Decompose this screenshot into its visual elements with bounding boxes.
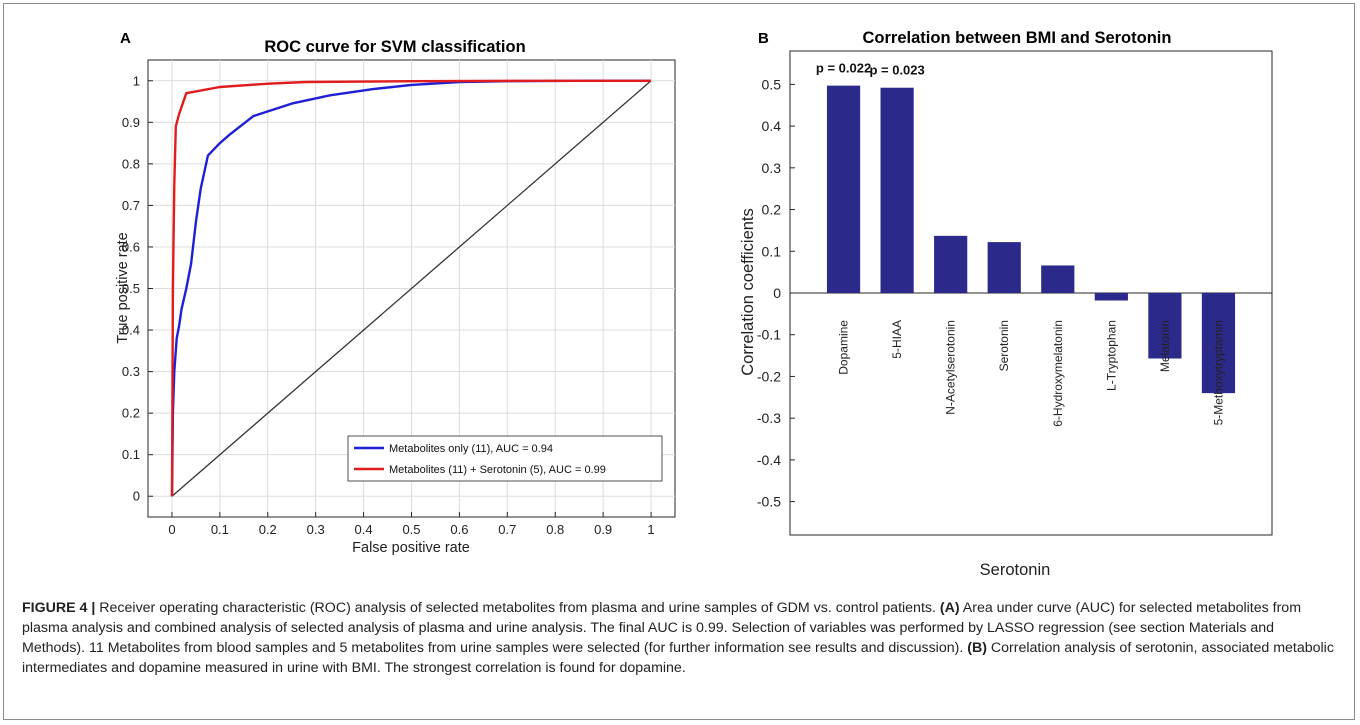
roc-y-tick-label: 0: [133, 489, 140, 504]
figure-panels: A ROC curve for SVM classification 0 0.1 0…: [115, 29, 1273, 579]
roc-y-tick-label: 0.8: [122, 156, 140, 171]
bar-category-labels: Dopamine 5-HIAA N-Acetylserotonin Serotonin…: [837, 320, 1226, 427]
roc-x-tick-label: 0.9: [594, 522, 612, 537]
roc-y-tick-label: 0.1: [122, 447, 140, 462]
bar-y-tick-label: 0.4: [762, 118, 782, 134]
panel-a-label: A: [120, 30, 131, 47]
bar-category-label: Serotonin: [997, 320, 1011, 371]
caption-part-2: Area under curve (AUC) for selected meta…: [22, 600, 1302, 656]
panel-a: A ROC curve for SVM classification 0 0.1 0…: [115, 30, 676, 556]
bar-x-axis-label: Serotonin: [980, 561, 1051, 579]
roc-x-tick-label: 0: [168, 522, 175, 537]
roc-y-tick-label: 0.7: [122, 198, 140, 213]
bar-y-tick-label: -0.3: [757, 410, 781, 426]
roc-y-axis-label: True positive rate: [115, 232, 131, 343]
bar-category-label: N-Acetylserotonin: [944, 320, 958, 415]
roc-y-tick-label: 0.3: [122, 364, 140, 379]
bar-y-tick-label: 0.5: [762, 76, 782, 92]
figure-frame: [3, 3, 1355, 720]
bar-chart-title: Correlation between BMI and Serotonin: [863, 29, 1172, 47]
roc-line-metabolites-only: [170, 79, 651, 497]
bar-y-axis-label: Correlation coefficients: [739, 208, 757, 376]
roc-x-tick-label: 0.5: [402, 522, 420, 537]
bar-dopamine: [826, 85, 861, 293]
bar-p-value-annotation: p = 0.022: [816, 61, 871, 76]
roc-x-tick-label: 1: [647, 522, 654, 537]
bar-y-tick-label: 0.3: [762, 160, 782, 176]
legend-entry-metabolites-only: Metabolites only (11), AUC = 0.94: [389, 443, 553, 455]
caption-part-3: Correlation analysis of serotonin, assoc…: [22, 640, 1334, 676]
bar-y-tick-label: -0.4: [757, 452, 781, 468]
roc-legend-box: [347, 435, 663, 482]
roc-y-ticks: 0 0.1 0.2 0.3 0.4 0.5 0.6 0.7 0.8 0.9 1: [122, 73, 153, 504]
roc-y-tick-label: 0.4: [122, 323, 140, 338]
roc-x-tick-label: 0.6: [450, 522, 468, 537]
bar-y-tick-label: -0.2: [757, 368, 781, 384]
roc-x-tick-label: 0.2: [259, 522, 277, 537]
roc-chart-title: ROC curve for SVM classification: [264, 38, 525, 56]
panel-b: B Correlation between BMI and Serotonin …: [739, 29, 1273, 579]
roc-x-tick-label: 0.1: [211, 522, 229, 537]
roc-legend: Metabolites only (11), AUC = 0.94 Metabo…: [347, 435, 663, 482]
roc-y-tick-label: 1: [133, 73, 140, 88]
roc-y-tick-label: 0.2: [122, 406, 140, 421]
bar-6-hydroxymelatonin: [1041, 265, 1075, 293]
bar-5-hiaa: [880, 87, 914, 293]
bar-serotonin: [987, 242, 1021, 293]
roc-y-tick-label: 0.5: [122, 281, 140, 296]
bar-category-label: 6-Hydroxymelatonin: [1051, 320, 1065, 427]
bar-y-ticks: -0.5 -0.4 -0.3 -0.2 -0.1 0 0.1 0.2 0.3 0.4 0.5: [757, 76, 1272, 510]
bar-y-tick-label: -0.1: [757, 327, 781, 343]
roc-x-tick-label: 0.4: [355, 522, 373, 537]
bar-category-label: Melatonin: [1158, 320, 1172, 372]
bar-category-label: Dopamine: [837, 320, 851, 375]
caption-tag-a: (A): [939, 600, 960, 616]
bar-y-tick-label: 0.2: [762, 202, 782, 218]
roc-y-tick-label: 0.6: [122, 239, 140, 254]
bar-y-tick-label: -0.5: [757, 494, 781, 510]
roc-x-ticks: 0 0.1 0.2 0.3 0.4 0.5 0.6 0.7 0.8 0.9 1: [168, 512, 655, 537]
roc-x-tick-label: 0.3: [307, 522, 325, 537]
roc-lines: [170, 79, 652, 497]
bar-melatonin: [1148, 293, 1182, 359]
figure-caption: FIGURE 4 | Receiver operating characteri…: [22, 598, 1338, 678]
caption-tag-b: (B): [967, 640, 987, 656]
bar-l-tryptophan: [1094, 293, 1128, 301]
legend-entry-metabolites-serotonin: Metabolites (11) + Serotonin (5), AUC = …: [389, 464, 606, 476]
bar-category-label: 5-HIAA: [890, 320, 904, 359]
bar-category-label: L-Tryptophan: [1104, 320, 1118, 391]
caption-part-1: Receiver operating characteristic (ROC) …: [99, 600, 936, 616]
caption-lead: FIGURE 4 |: [22, 600, 96, 616]
bar-y-tick-label: 0.1: [762, 243, 782, 259]
roc-x-axis-label: False positive rate: [352, 540, 470, 556]
bar-n-acetylserotonin: [934, 235, 968, 293]
bar-5-methoxytryptamin: [1201, 293, 1236, 394]
bar-bars: [826, 85, 1236, 394]
roc-line-metabolites-serotonin: [170, 79, 651, 497]
bar-category-label: 5-Methoxytryptamin: [1211, 320, 1225, 425]
panel-b-label: B: [758, 30, 769, 47]
bar-p-value-annotation: p = 0.023: [869, 63, 924, 78]
roc-x-tick-label: 0.8: [546, 522, 564, 537]
roc-x-tick-label: 0.7: [498, 522, 516, 537]
roc-line-diagonal: [171, 80, 652, 497]
bar-y-tick-label: 0: [773, 285, 781, 301]
roc-y-tick-label: 0.9: [122, 115, 140, 130]
